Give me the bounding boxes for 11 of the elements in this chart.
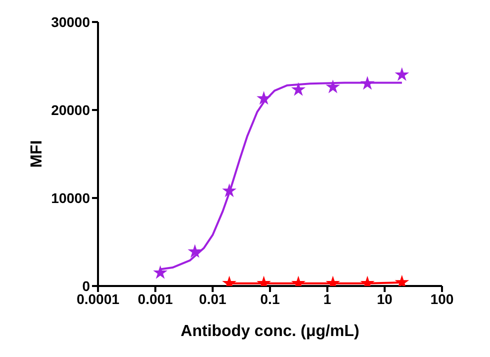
y-tick-label: 20000 — [51, 102, 90, 118]
x-tick-label: 0.001 — [138, 290, 174, 307]
y-tick-label: 30000 — [51, 14, 90, 30]
x-tick-label: 0.01 — [199, 290, 227, 307]
y-tick-label: 10000 — [51, 190, 90, 206]
x-tick-label: 0.1 — [260, 290, 280, 307]
x-tick-label: 100 — [430, 290, 454, 307]
x-tick-label: 1 — [323, 290, 332, 307]
x-tick-label: 10 — [376, 290, 393, 307]
x-axis-title: Antibody conc. (μg/mL) — [180, 323, 360, 340]
y-axis-title: MFI — [28, 140, 46, 168]
